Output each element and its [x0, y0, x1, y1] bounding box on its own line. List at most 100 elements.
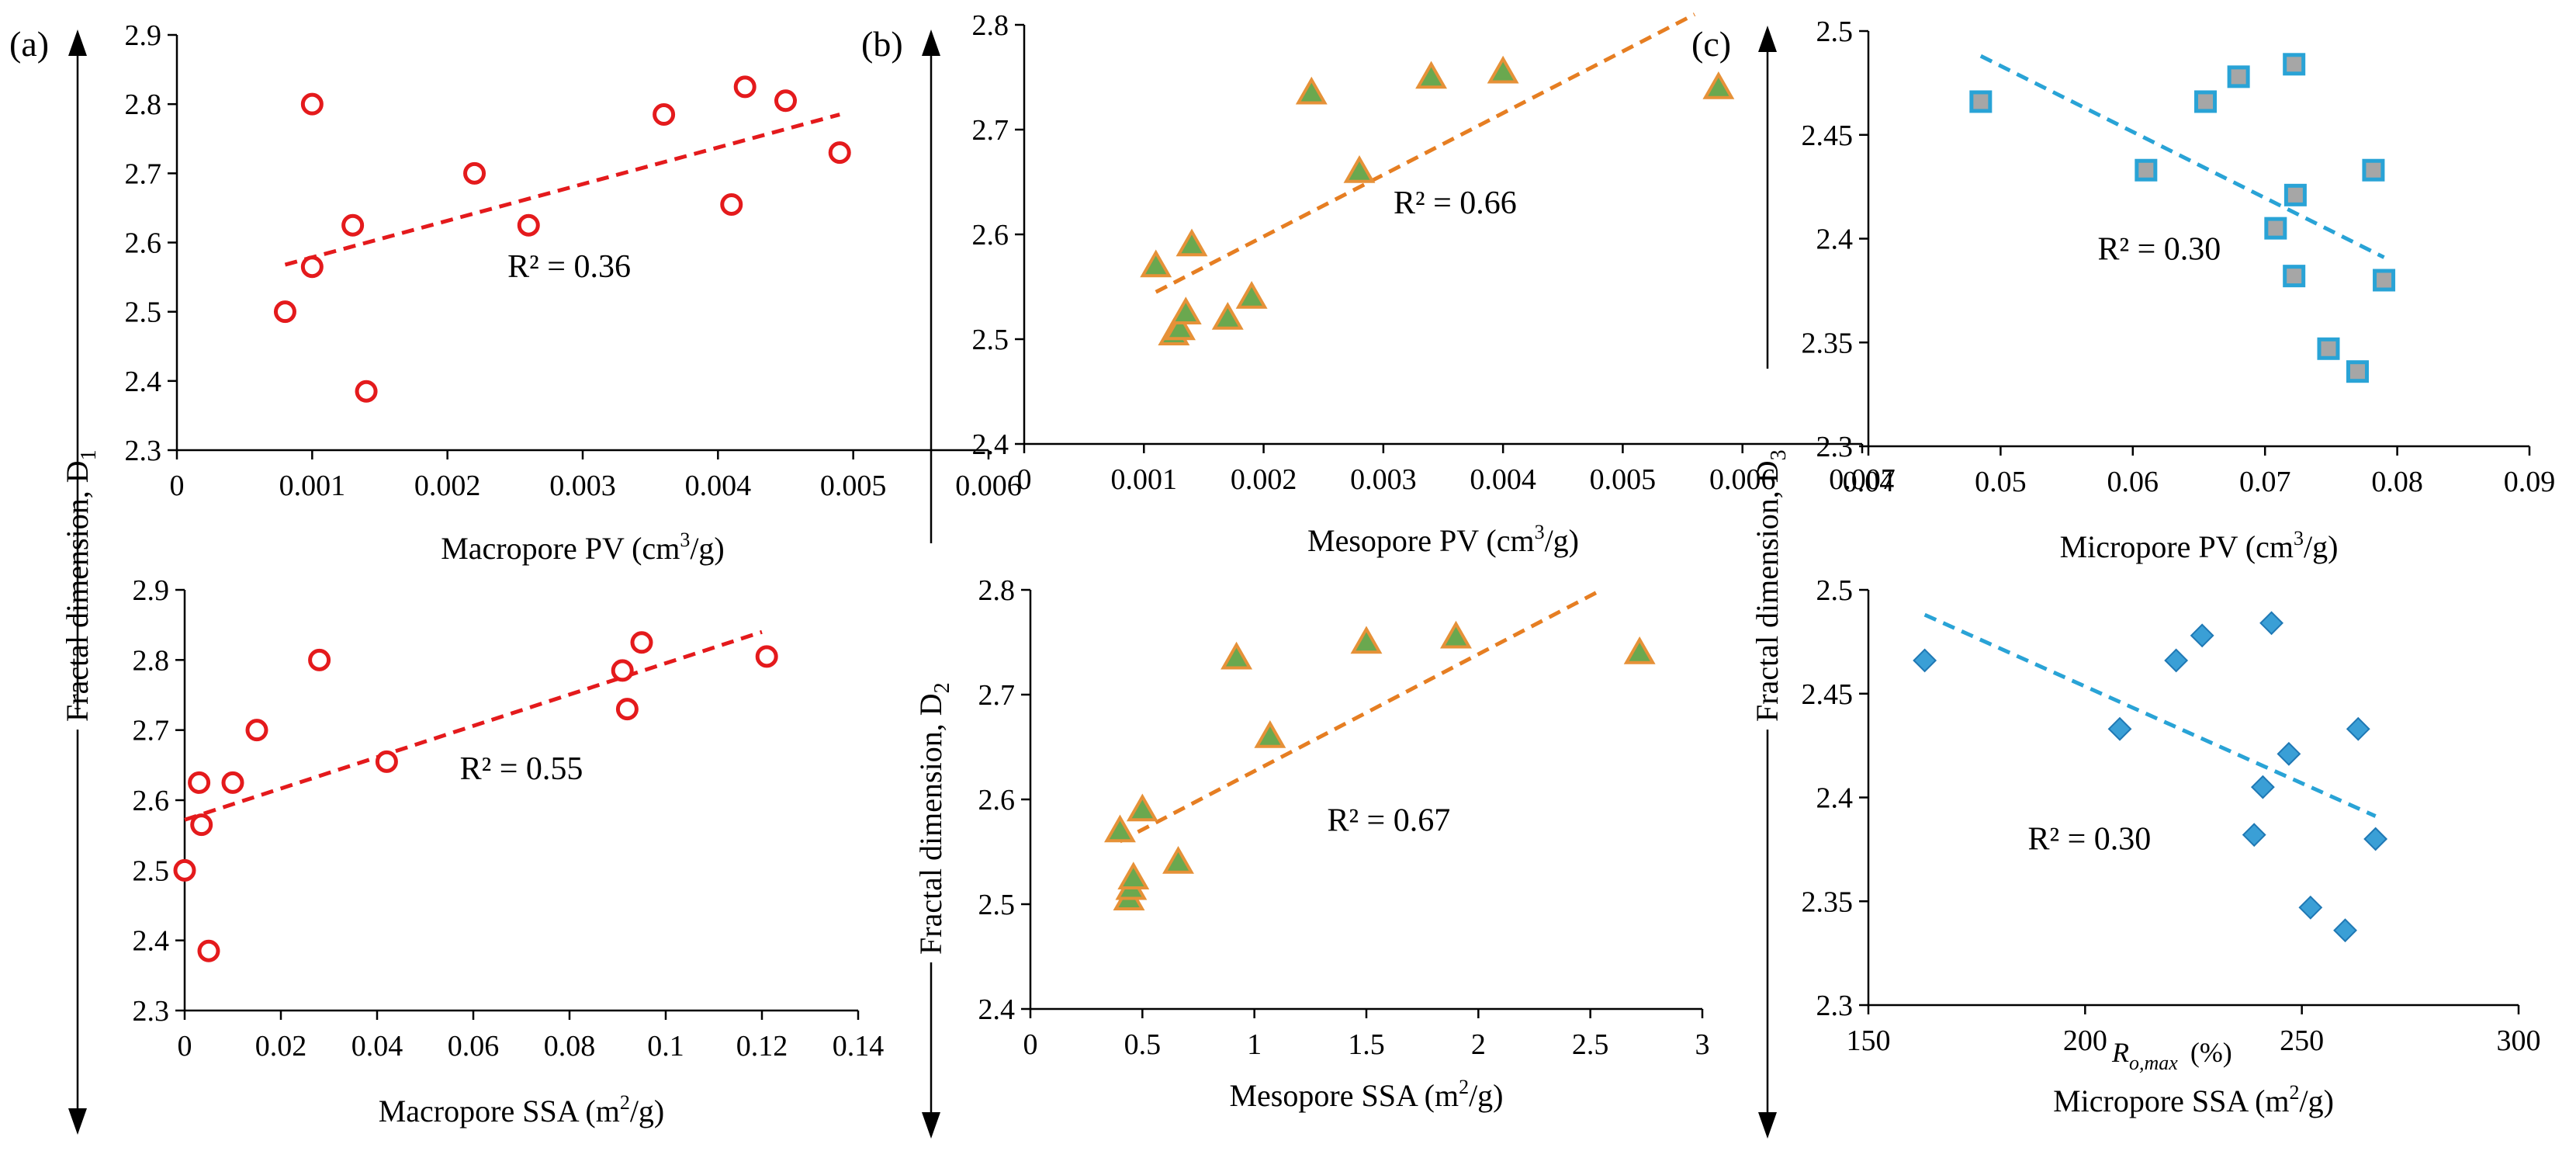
- trend-line: [184, 629, 763, 822]
- axis-title-left-group: Fractal dimension, D1: [60, 29, 101, 1135]
- x-tick-label: 0.5: [1124, 1028, 1162, 1061]
- data-point: [308, 648, 331, 671]
- data-point: [273, 300, 296, 324]
- x-tick-label: 0: [1023, 1028, 1038, 1061]
- data-point: [755, 645, 778, 668]
- data-point: [188, 771, 211, 794]
- x-tick-label: 0.001: [279, 470, 346, 502]
- trend-line: [1923, 612, 2377, 818]
- data-point: [1415, 61, 1448, 89]
- y-tick-label: 2.3: [1816, 990, 1854, 1022]
- data-point: [2242, 823, 2266, 848]
- data-point: [1126, 793, 1158, 822]
- y-tick-label: 2.7: [978, 679, 1016, 712]
- panel-label-b: (b): [861, 24, 903, 64]
- x-axis-label: Micropore PV (cm3/g): [2060, 527, 2339, 564]
- x-tick-label: 0: [1017, 463, 1032, 496]
- y-tick-label: 2.8: [972, 9, 1009, 42]
- x-tick-label: 300: [2497, 1024, 2541, 1057]
- x-tick-label: 0.006: [955, 470, 1022, 502]
- y-tick-label: 2.7: [972, 114, 1009, 147]
- y-tick-label: 2.6: [125, 227, 162, 260]
- data-point: [2277, 741, 2301, 766]
- data-point: [300, 92, 324, 116]
- y-tick-label: 2.5: [133, 855, 170, 887]
- data-point: [630, 631, 653, 654]
- y-tick-label: 2.5: [972, 324, 1009, 356]
- y-tick-label: 2.7: [125, 158, 162, 190]
- chart-micropore-pv: 2.3 2.35 2.4 2.45 2.5 0.04 0.05 0.06 0.07 0.08 0.0…: [1802, 16, 2556, 564]
- x-tick-label: 0.005: [1590, 463, 1657, 496]
- y-tick-label: 2.6: [978, 784, 1016, 816]
- chart-macropore-pv: 2.3 2.4 2.5 2.6 2.7 2.8 2.9 0 0.001 0.002 0.003 0.0…: [125, 19, 1022, 566]
- x-tick-label: 0.001: [1111, 463, 1178, 496]
- data-point: [1169, 296, 1202, 324]
- y-tick-label: 2.5: [1816, 574, 1854, 607]
- right-arrowhead-down-icon: [1758, 1112, 1777, 1139]
- x-tick-label: 0.1: [647, 1030, 684, 1063]
- data-point: [1350, 626, 1383, 654]
- trend-line: [1979, 54, 2385, 259]
- data-point: [2259, 611, 2283, 636]
- data-point: [463, 161, 486, 185]
- y-tick-label: 2.45: [1802, 678, 1854, 711]
- middle-arrowhead-down-icon: [922, 1112, 940, 1139]
- y-tick-label: 2.5: [1816, 16, 1854, 48]
- trend-line: [284, 113, 840, 267]
- x-tick-label: 0.08: [2371, 466, 2423, 498]
- r-squared-label: R² = 0.66: [1394, 185, 1517, 221]
- data-point: [2317, 337, 2340, 360]
- data-point: [774, 89, 797, 113]
- y-tick-label: 2.3: [125, 435, 162, 467]
- x-tick-label: 1.5: [1348, 1028, 1385, 1061]
- x-tick-label: 0.02: [255, 1030, 307, 1063]
- r-squared-label: R² = 0.30: [2097, 231, 2221, 267]
- data-point: [611, 659, 634, 682]
- x-axis-label: Macropore PV (cm3/g): [441, 529, 725, 566]
- data-point: [2283, 183, 2307, 206]
- data-point: [1440, 620, 1472, 649]
- data-point: [2373, 269, 2396, 292]
- data-point: [300, 255, 324, 279]
- data-point: [2346, 360, 2369, 383]
- r-squared-label: R² = 0.67: [1327, 803, 1450, 839]
- data-point: [2250, 775, 2275, 799]
- y-tick-label: 2.6: [133, 785, 170, 817]
- x-tick-label: 0.06: [2107, 466, 2159, 498]
- chart-micropore-ssa: 2.3 2.35 2.4 2.45 2.5 150 200 250 300 Micropore S…: [1802, 574, 2541, 1118]
- data-point: [1211, 301, 1244, 330]
- r-squared-label: R² = 0.36: [507, 249, 631, 285]
- x-tick-label: 200: [2063, 1024, 2107, 1057]
- y-tick-label: 2.9: [125, 19, 162, 52]
- data-point: [2346, 716, 2370, 741]
- data-point: [1295, 76, 1328, 105]
- data-point: [517, 213, 540, 237]
- y-tick-label: 2.9: [133, 574, 170, 607]
- x-axis-label: Mesopore SSA (m2/g): [1229, 1076, 1503, 1113]
- data-point: [1913, 648, 1937, 673]
- y-tick-label: 2.4: [972, 428, 1009, 461]
- x-tick-label: 150: [1847, 1024, 1891, 1057]
- x-tick-label: 250: [2280, 1024, 2324, 1057]
- panel-label-c: (c): [1691, 24, 1731, 64]
- x-axis-label: Macropore SSA (m2/g): [379, 1091, 665, 1128]
- y-tick-label: 2.8: [125, 88, 162, 121]
- data-point: [1487, 55, 1519, 84]
- y-tick-label: 2.4: [133, 925, 170, 958]
- data-point: [341, 213, 365, 237]
- x-tick-label: 0.006: [1709, 463, 1776, 496]
- data-point: [653, 103, 676, 127]
- axis-title-middle: Fractal dimension, D2: [913, 682, 954, 955]
- data-point: [2135, 158, 2158, 182]
- data-point: [2333, 918, 2357, 943]
- data-point: [1702, 71, 1735, 99]
- data-point: [355, 380, 378, 403]
- middle-arrowhead-up-icon: [922, 29, 940, 56]
- data-point: [2190, 623, 2214, 648]
- data-point: [1104, 814, 1136, 843]
- data-point: [1164, 312, 1196, 341]
- data-point: [190, 813, 213, 837]
- y-tick-label: 2.5: [125, 296, 162, 329]
- data-point: [615, 698, 639, 721]
- left-arrowhead-down-icon: [68, 1108, 87, 1135]
